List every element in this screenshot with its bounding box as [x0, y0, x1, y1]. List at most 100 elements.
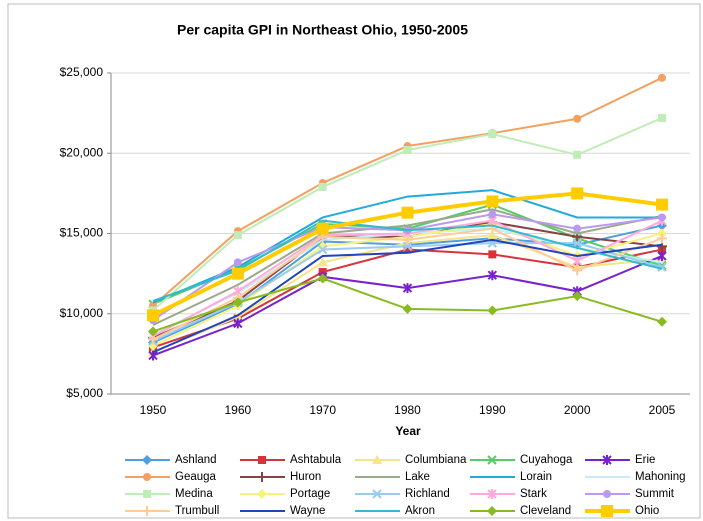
data-point	[572, 265, 583, 276]
legend-marker	[487, 506, 497, 516]
legend-marker	[602, 455, 612, 465]
x-tick-label: 2000	[564, 403, 591, 417]
data-point	[487, 305, 498, 316]
legend-label: Wayne	[290, 505, 325, 517]
legend-marker	[487, 489, 497, 499]
legend-marker	[257, 472, 267, 482]
data-point	[658, 73, 666, 82]
legend-label: Medina	[175, 488, 213, 500]
series-line	[152, 238, 663, 354]
data-point	[151, 350, 155, 354]
data-point	[236, 283, 240, 287]
data-point	[402, 303, 413, 314]
data-point	[488, 210, 497, 219]
chart-frame	[7, 3, 701, 519]
data-point	[660, 243, 664, 247]
legend-label: Ashtabula	[290, 454, 342, 466]
legend-marker	[257, 489, 267, 499]
legend-label: Cleveland	[520, 505, 571, 517]
legend-marker	[258, 456, 266, 464]
x-tick-label: 1960	[224, 403, 251, 417]
data-point	[572, 291, 583, 302]
y-tick-label: $25,000	[60, 65, 104, 79]
data-point	[657, 316, 667, 327]
legend-marker	[601, 505, 613, 517]
legend-label: Mahoning	[635, 471, 686, 483]
x-tick-label: 1990	[479, 403, 506, 417]
legend-label: Ashland	[175, 454, 217, 466]
data-point	[403, 245, 412, 254]
data-point	[317, 257, 328, 267]
x-axis-label: Year	[395, 424, 421, 438]
legend-marker	[143, 490, 151, 498]
legend-label: Summit	[635, 488, 675, 500]
data-point	[148, 326, 158, 337]
legend-marker	[142, 455, 152, 465]
y-tick-label: $5,000	[66, 386, 103, 400]
legend-label: Stark	[520, 488, 547, 500]
data-point	[401, 206, 414, 219]
data-point	[317, 273, 328, 284]
data-point	[571, 187, 584, 200]
data-point	[573, 150, 582, 159]
legend-label: Lake	[405, 471, 430, 483]
legend-label: Erie	[635, 454, 655, 466]
data-point	[657, 250, 667, 261]
data-point	[575, 246, 579, 250]
data-point	[572, 238, 582, 248]
data-point	[660, 267, 664, 271]
legend-label: Akron	[405, 505, 435, 517]
data-point	[402, 234, 413, 245]
data-point	[231, 267, 244, 280]
data-point	[321, 254, 325, 258]
legend-label: Portage	[290, 488, 330, 500]
x-tick-label: 2005	[649, 403, 676, 417]
data-point	[490, 223, 494, 227]
data-point	[573, 114, 582, 123]
legend-marker	[487, 455, 497, 465]
data-point	[575, 215, 579, 219]
legend-label: Geauga	[175, 471, 217, 483]
x-tick-label: 1980	[394, 403, 421, 417]
legend-marker	[372, 489, 382, 499]
data-point	[657, 262, 667, 272]
legend-label: Lorain	[520, 471, 552, 483]
legend-label: Columbiana	[405, 454, 467, 466]
legend-label: Trumbull	[175, 505, 219, 517]
legend-marker	[372, 455, 382, 464]
legend-marker	[603, 490, 611, 498]
data-point	[488, 129, 497, 138]
data-point	[147, 309, 159, 322]
legend-label: Cuyahoga	[520, 454, 573, 466]
data-point	[233, 258, 242, 267]
data-point	[318, 182, 327, 191]
legend-marker	[142, 506, 152, 516]
data-point	[657, 233, 667, 244]
data-point	[236, 313, 240, 317]
legend-label: Huron	[290, 471, 321, 483]
data-point	[402, 241, 413, 252]
y-tick-label: $10,000	[60, 306, 104, 320]
series-line	[152, 208, 663, 326]
data-point	[656, 198, 668, 211]
data-point	[487, 270, 498, 281]
y-tick-label: $15,000	[60, 226, 104, 240]
data-point	[232, 297, 243, 308]
x-tick-label: 1950	[140, 403, 167, 417]
data-point	[151, 299, 155, 303]
data-point	[406, 228, 410, 232]
data-point	[573, 224, 582, 233]
data-point	[317, 244, 328, 255]
data-point	[316, 222, 329, 235]
legend-label: Ohio	[635, 505, 659, 517]
data-point	[487, 230, 498, 240]
data-point	[658, 113, 666, 122]
data-point	[490, 188, 494, 192]
y-tick-label: $20,000	[60, 145, 104, 159]
data-point	[321, 219, 325, 223]
data-point	[233, 231, 242, 240]
chart-title: Per capita GPI in Northeast Ohio, 1950-2…	[177, 22, 468, 38]
data-point	[660, 260, 664, 264]
data-point	[575, 254, 579, 258]
